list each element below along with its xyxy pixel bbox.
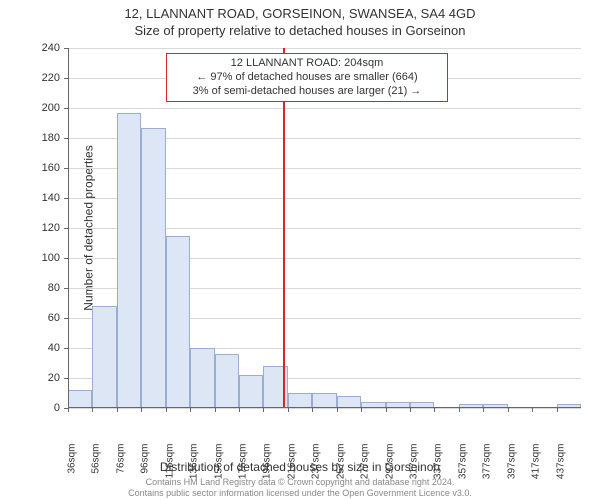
x-tick-label: 196sqm: [262, 444, 273, 494]
y-tick-label: 240: [8, 42, 60, 54]
x-tick-mark: [92, 408, 93, 412]
chart-container: { "title_line1": "12, LLANNANT ROAD, GOR…: [0, 0, 600, 500]
gridline: [68, 108, 581, 109]
y-tick-label: 160: [8, 162, 60, 174]
x-tick-label: 176sqm: [238, 444, 249, 494]
x-tick-label: 297sqm: [384, 444, 395, 494]
histogram-bar: [92, 306, 116, 408]
x-tick-mark: [239, 408, 240, 412]
x-tick-mark: [483, 408, 484, 412]
x-tick-label: 116sqm: [164, 444, 175, 494]
y-tick-label: 100: [8, 252, 60, 264]
y-tick-label: 140: [8, 192, 60, 204]
histogram-bar: [312, 393, 336, 408]
title-block: 12, LLANNANT ROAD, GORSEINON, SWANSEA, S…: [0, 0, 600, 38]
x-tick-label: 96sqm: [140, 444, 151, 494]
y-tick-label: 180: [8, 132, 60, 144]
histogram-bar: [141, 128, 165, 409]
plot-area: 12 LLANNANT ROAD: 204sqm← 97% of detache…: [68, 48, 581, 408]
x-tick-label: 237sqm: [311, 444, 322, 494]
x-tick-mark: [263, 408, 264, 412]
x-tick-mark: [288, 408, 289, 412]
histogram-bar: [239, 375, 263, 408]
y-tick-label: 0: [8, 402, 60, 414]
chart-title-line1: 12, LLANNANT ROAD, GORSEINON, SWANSEA, S…: [0, 6, 600, 21]
x-tick-label: 136sqm: [189, 444, 200, 494]
y-tick-label: 120: [8, 222, 60, 234]
y-tick-label: 60: [8, 312, 60, 324]
y-tick-mark: [64, 108, 68, 109]
histogram-bar: [288, 393, 312, 408]
annotation-line2: ← 97% of detached houses are smaller (66…: [173, 71, 441, 85]
histogram-bar: [459, 404, 483, 409]
x-tick-mark: [410, 408, 411, 412]
y-tick-mark: [64, 138, 68, 139]
y-tick-mark: [64, 168, 68, 169]
x-tick-mark: [68, 408, 69, 412]
x-tick-label: 56sqm: [91, 444, 102, 494]
y-tick-mark: [64, 288, 68, 289]
x-tick-mark: [166, 408, 167, 412]
histogram-bar: [117, 113, 141, 409]
gridline: [68, 408, 581, 409]
histogram-bar: [166, 236, 190, 409]
x-tick-mark: [190, 408, 191, 412]
x-tick-mark: [508, 408, 509, 412]
gridline: [68, 48, 581, 49]
x-tick-mark: [532, 408, 533, 412]
histogram-bar: [483, 404, 507, 409]
histogram-bar: [337, 396, 361, 408]
y-tick-mark: [64, 318, 68, 319]
histogram-bar: [68, 390, 92, 408]
x-tick-label: 257sqm: [335, 444, 346, 494]
chart-title-line2: Size of property relative to detached ho…: [0, 23, 600, 38]
y-tick-label: 20: [8, 372, 60, 384]
y-tick-mark: [64, 228, 68, 229]
histogram-bar: [190, 348, 214, 408]
y-tick-mark: [64, 378, 68, 379]
annotation-line3: 3% of semi-detached houses are larger (2…: [173, 85, 441, 99]
x-tick-label: 357sqm: [457, 444, 468, 494]
x-tick-mark: [434, 408, 435, 412]
x-tick-label: 36sqm: [67, 444, 78, 494]
y-tick-label: 80: [8, 282, 60, 294]
x-tick-label: 377sqm: [482, 444, 493, 494]
y-tick-label: 220: [8, 72, 60, 84]
x-tick-label: 76sqm: [115, 444, 126, 494]
x-tick-mark: [215, 408, 216, 412]
histogram-bar: [215, 354, 239, 408]
x-tick-mark: [337, 408, 338, 412]
x-tick-mark: [386, 408, 387, 412]
x-tick-label: 397sqm: [506, 444, 517, 494]
x-tick-label: 317sqm: [409, 444, 420, 494]
y-tick-mark: [64, 348, 68, 349]
annotation-line1: 12 LLANNANT ROAD: 204sqm: [173, 57, 441, 71]
x-tick-mark: [117, 408, 118, 412]
histogram-bar: [557, 404, 581, 409]
y-tick-label: 200: [8, 102, 60, 114]
histogram-bar: [410, 402, 434, 408]
x-tick-mark: [557, 408, 558, 412]
y-tick-mark: [64, 258, 68, 259]
x-tick-label: 216sqm: [286, 444, 297, 494]
x-tick-label: 156sqm: [213, 444, 224, 494]
x-tick-label: 417sqm: [531, 444, 542, 494]
x-tick-label: 337sqm: [433, 444, 444, 494]
y-tick-mark: [64, 48, 68, 49]
y-tick-label: 40: [8, 342, 60, 354]
x-tick-mark: [361, 408, 362, 412]
x-tick-label: 277sqm: [360, 444, 371, 494]
x-tick-mark: [141, 408, 142, 412]
histogram-bar: [386, 402, 410, 408]
annotation-box: 12 LLANNANT ROAD: 204sqm← 97% of detache…: [166, 53, 448, 102]
y-tick-mark: [64, 198, 68, 199]
histogram-bar: [361, 402, 385, 408]
y-tick-mark: [64, 78, 68, 79]
x-tick-mark: [459, 408, 460, 412]
x-tick-label: 437sqm: [555, 444, 566, 494]
x-tick-mark: [312, 408, 313, 412]
